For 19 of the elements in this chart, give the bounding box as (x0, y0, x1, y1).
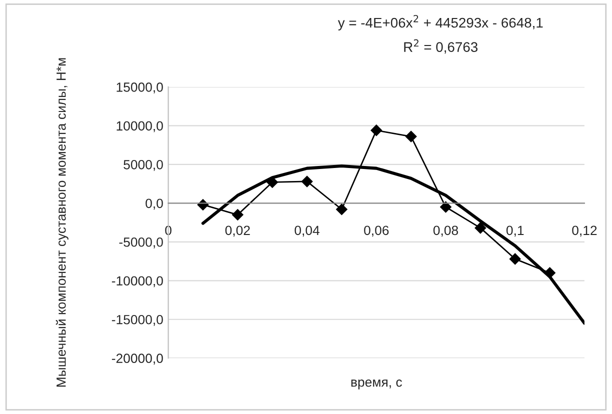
text: y = -4E+06x$^{2}$ + 445293x - 6648,1 (338, 14, 543, 30)
x-tick-label: 0,02 (225, 226, 250, 237)
y-tick-label: 15000,0 (116, 82, 163, 94)
x-tick-label: 0,12 (572, 226, 597, 237)
x-tick-label: 0,1 (506, 226, 524, 237)
x-tick-label: 0,06 (364, 226, 389, 237)
x-tick-label: 0 (165, 226, 172, 236)
y-tick-label: -20000,0 (112, 354, 163, 365)
y-tick-label: 0,0 (146, 198, 163, 210)
y-tick-label: 10000,0 (116, 121, 163, 132)
y-axis-title: Мышечный компонент суставного момента силы, Н*м (56, 58, 68, 387)
x-axis-title: время, с (351, 380, 402, 390)
y-tick-label: -10000,0 (112, 276, 163, 288)
y-tick-label: -5000,0 (119, 237, 163, 248)
y-tick-label: 5000,0 (124, 160, 163, 171)
text: R$^{2}$ = 0,6763 (404, 39, 478, 54)
x-tick-label: 0,08 (433, 226, 458, 237)
y-tick-label: -15000,0 (112, 314, 163, 326)
x-tick-label: 0,04 (294, 226, 320, 237)
